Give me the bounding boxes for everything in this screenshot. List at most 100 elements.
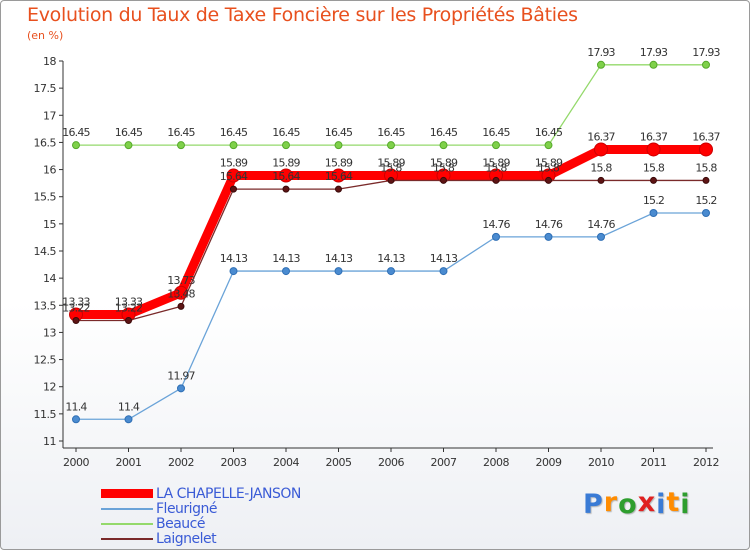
data-point <box>646 142 661 157</box>
legend-swatch <box>101 538 153 540</box>
y-tick-label: 14 <box>43 272 56 285</box>
x-tick-label: 2005 <box>326 456 352 469</box>
data-label: 15.8 <box>538 161 560 174</box>
data-point <box>226 168 241 183</box>
logo-letter: r <box>603 487 619 518</box>
data-point <box>229 267 238 276</box>
x-tick-label: 2007 <box>431 456 457 469</box>
data-label: 17.93 <box>692 46 720 59</box>
data-point <box>72 415 80 424</box>
data-label: 16.45 <box>325 126 353 139</box>
data-label: 15.8 <box>590 161 612 174</box>
y-tick-label: 12.5 <box>34 354 57 367</box>
data-label: 14.76 <box>535 218 563 231</box>
data-point <box>492 141 500 150</box>
data-point <box>387 267 395 276</box>
data-label: 13.33 <box>62 296 90 309</box>
data-point <box>387 176 395 184</box>
data-label: 15.2 <box>643 194 664 207</box>
data-label: 16.37 <box>692 130 720 143</box>
y-tick-label: 11 <box>43 435 56 448</box>
legend-label: Laignelet <box>156 531 217 547</box>
data-point <box>492 176 500 184</box>
data-label: 11.4 <box>65 400 87 413</box>
data-label: 13.73 <box>167 274 195 287</box>
data-label: 15.8 <box>695 161 717 174</box>
legend-label: Fleurigné <box>156 501 217 517</box>
data-label: 15.89 <box>220 157 248 170</box>
data-label: 16.37 <box>640 130 668 143</box>
data-label: 15.89 <box>482 157 510 170</box>
data-label: 15.89 <box>377 157 405 170</box>
y-tick-label: 15.5 <box>34 191 57 204</box>
logo-letter: x <box>637 487 657 518</box>
data-point <box>439 141 448 150</box>
data-label: 13.33 <box>115 296 143 309</box>
data-label: 13.22 <box>62 301 90 314</box>
data-label: 14.13 <box>430 252 458 265</box>
data-label: 16.45 <box>115 126 143 139</box>
y-tick-label: 15 <box>43 218 56 231</box>
data-point <box>544 141 553 150</box>
data-label: 16.45 <box>220 126 248 139</box>
data-point <box>544 232 553 241</box>
y-tick-label: 16 <box>43 164 56 177</box>
data-label: 11.97 <box>167 369 195 382</box>
logo-letter: P <box>583 489 604 520</box>
chart-title: Evolution du Taux de Taxe Foncière sur l… <box>27 4 578 26</box>
data-point <box>177 384 185 393</box>
data-label: 15.64 <box>325 170 353 183</box>
data-point <box>702 60 710 69</box>
y-tick-label: 17.5 <box>34 82 57 95</box>
legend-label: Beaucé <box>156 516 205 532</box>
data-label: 15.8 <box>485 161 507 174</box>
logo-letter: t <box>666 487 681 518</box>
data-label: 16.45 <box>377 126 405 139</box>
data-label: 16.45 <box>430 126 458 139</box>
data-label: 15.89 <box>430 157 458 170</box>
data-point <box>334 267 343 276</box>
data-point <box>282 141 290 150</box>
data-point <box>230 185 237 193</box>
data-point <box>177 141 185 150</box>
legend-swatch <box>101 523 153 525</box>
y-tick-label: 18 <box>43 55 56 68</box>
data-point <box>597 232 605 241</box>
x-tick-label: 2008 <box>483 456 509 469</box>
data-label: 11.4 <box>118 400 140 413</box>
data-point <box>124 415 133 424</box>
data-label: 15.89 <box>325 157 353 170</box>
data-point <box>282 267 290 276</box>
x-tick-label: 2009 <box>536 456 562 469</box>
data-point <box>649 60 658 69</box>
data-point <box>439 267 448 276</box>
series-laignelet: 13.22 13.22 13.48 15.64 15.64 15.64 15.8 15.8 15… <box>62 161 718 324</box>
data-point <box>649 209 658 217</box>
y-tick-label: 14.5 <box>34 245 57 258</box>
data-label: 15.64 <box>220 170 248 183</box>
data-point <box>331 168 346 183</box>
data-point <box>282 185 290 193</box>
data-point <box>72 141 80 150</box>
data-label: 16.37 <box>587 130 615 143</box>
x-tick-label: 2002 <box>168 456 194 469</box>
data-point <box>650 176 657 184</box>
y-tick-label: 13.5 <box>34 299 57 312</box>
x-tick-label: 2011 <box>641 456 667 469</box>
data-label: 15.8 <box>433 161 455 174</box>
data-point <box>702 209 710 217</box>
data-label: 15.64 <box>272 170 300 183</box>
x-tick-label: 2000 <box>63 456 89 469</box>
data-label: 17.93 <box>587 46 615 59</box>
data-point <box>594 142 608 157</box>
data-point <box>597 176 605 184</box>
data-label: 16.45 <box>482 126 510 139</box>
data-point <box>334 141 343 150</box>
data-label: 15.89 <box>535 157 563 170</box>
x-tick-label: 2004 <box>273 456 299 469</box>
data-point <box>229 141 238 150</box>
data-label: 15.2 <box>695 194 716 207</box>
data-point <box>440 176 447 184</box>
data-label: 14.13 <box>272 252 300 265</box>
